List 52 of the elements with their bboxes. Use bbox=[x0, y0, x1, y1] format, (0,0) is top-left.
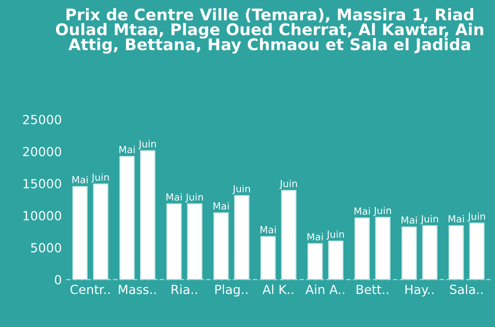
bar bbox=[469, 222, 484, 280]
text: Mai bbox=[308, 232, 323, 240]
y-tick-label: 0 bbox=[54, 275, 62, 285]
text: Mai bbox=[119, 146, 135, 154]
text: Mai bbox=[72, 176, 88, 184]
bar bbox=[213, 212, 229, 280]
text: Mai bbox=[402, 216, 417, 224]
y-tick-label: 10000 bbox=[24, 210, 62, 220]
x-tick-label: Plag.. bbox=[215, 284, 248, 297]
text: Mai bbox=[213, 202, 229, 210]
bar bbox=[93, 184, 108, 280]
bar bbox=[402, 226, 417, 280]
x-tick-label: Al K.. bbox=[262, 284, 294, 294]
x-tick-label: Sala.. bbox=[450, 284, 483, 294]
x-tick-label: Mass.. bbox=[118, 284, 156, 294]
bar bbox=[375, 216, 390, 280]
text: Juin bbox=[91, 173, 109, 183]
series-label: Juin bbox=[185, 193, 203, 202]
bar bbox=[422, 225, 438, 280]
text: Juin bbox=[373, 206, 391, 216]
text: Juin bbox=[326, 230, 344, 240]
text: Mai bbox=[448, 214, 464, 222]
x-tick-label: Ain A.. bbox=[305, 284, 344, 294]
y-tick-label: 25000 bbox=[23, 114, 62, 124]
bar bbox=[308, 243, 323, 280]
bar bbox=[140, 150, 156, 280]
text: Mai bbox=[166, 193, 182, 201]
bar bbox=[448, 225, 464, 280]
bar bbox=[260, 236, 276, 280]
chart-title: Prix de Centre Ville (Temara), Massira 1, Riad Oulad Mtaa, Plage Oued Cherrat, Al Kawtar, Ain Attig, Bettana, Hay Chmaou et Sala el Jadida bbox=[56, 8, 484, 54]
series-label: Mai bbox=[354, 207, 370, 215]
bar bbox=[187, 203, 202, 280]
text: Juin bbox=[232, 184, 250, 194]
text: Juin bbox=[138, 140, 156, 150]
x-tick-label: Hay.. bbox=[405, 284, 434, 297]
y-tick-label: 20000 bbox=[23, 146, 62, 156]
bar bbox=[234, 195, 250, 280]
x-tick-label: Bett.. bbox=[356, 284, 388, 294]
bar bbox=[281, 190, 296, 280]
bar bbox=[166, 203, 182, 280]
bar bbox=[119, 156, 135, 280]
y-tick-label: 5000 bbox=[31, 243, 62, 252]
bar bbox=[354, 218, 370, 280]
x-tick-label: Centr.. bbox=[70, 284, 110, 294]
bar bbox=[328, 240, 344, 280]
text: Mai bbox=[260, 226, 276, 234]
text: Juin bbox=[279, 180, 297, 190]
text: Juin bbox=[467, 212, 486, 222]
text: Juin bbox=[420, 214, 438, 224]
x-tick-label: Ria.. bbox=[172, 284, 197, 294]
bar bbox=[72, 186, 88, 280]
y-tick-label: 15000 bbox=[24, 178, 62, 188]
